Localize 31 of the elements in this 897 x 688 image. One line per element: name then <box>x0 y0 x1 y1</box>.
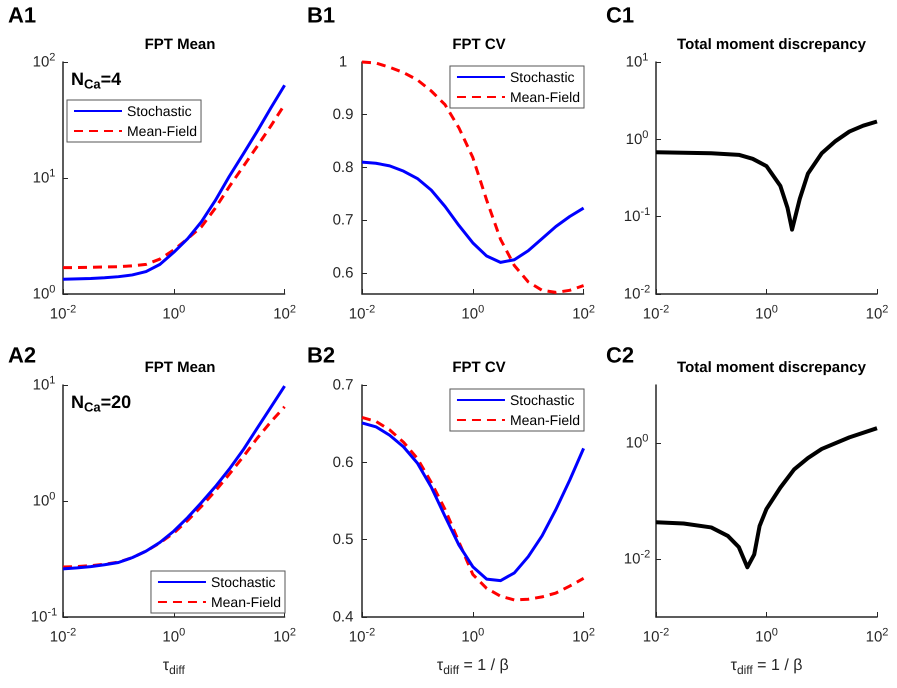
legend-label: Mean-Field <box>510 89 580 105</box>
legend-label: Mean-Field <box>127 123 198 139</box>
legend-label: Stochastic <box>510 69 575 85</box>
text: B1 <box>307 2 336 28</box>
y-tick-label: 1 <box>338 54 348 70</box>
y-tick-label: 0.7 <box>332 376 354 394</box>
legend-label: Stochastic <box>210 574 276 590</box>
chart-title: FPT CV <box>452 359 506 376</box>
chart-title: Total moment discrepancy <box>677 359 867 376</box>
y-tick-label: 0.8 <box>332 158 354 176</box>
text: A2 <box>8 342 36 368</box>
text: C1 <box>606 2 634 28</box>
text: C2 <box>606 342 634 368</box>
legend-label: Stochastic <box>510 392 575 408</box>
line-series <box>360 60 586 294</box>
text: B2 <box>307 342 336 368</box>
y-tick-label: 0.4 <box>332 608 354 626</box>
y-tick-label: 0.6 <box>332 264 354 282</box>
chart-title: Total moment discrepancy <box>677 36 867 53</box>
chart-title: FPT Mean <box>144 36 216 53</box>
y-tick-label: 0.9 <box>332 106 354 124</box>
chart-title: FPT Mean <box>144 359 216 376</box>
legend-label: Stochastic <box>127 103 192 119</box>
line-series <box>360 160 586 264</box>
legend-label: Mean-Field <box>210 594 282 610</box>
y-tick-label: 0.5 <box>332 531 354 548</box>
chart-title: FPT CV <box>452 36 506 53</box>
text: A1 <box>8 2 36 28</box>
y-tick-label: 0.7 <box>332 212 354 229</box>
y-tick-label: 0.6 <box>332 454 354 471</box>
legend-label: Mean-Field <box>510 412 580 428</box>
